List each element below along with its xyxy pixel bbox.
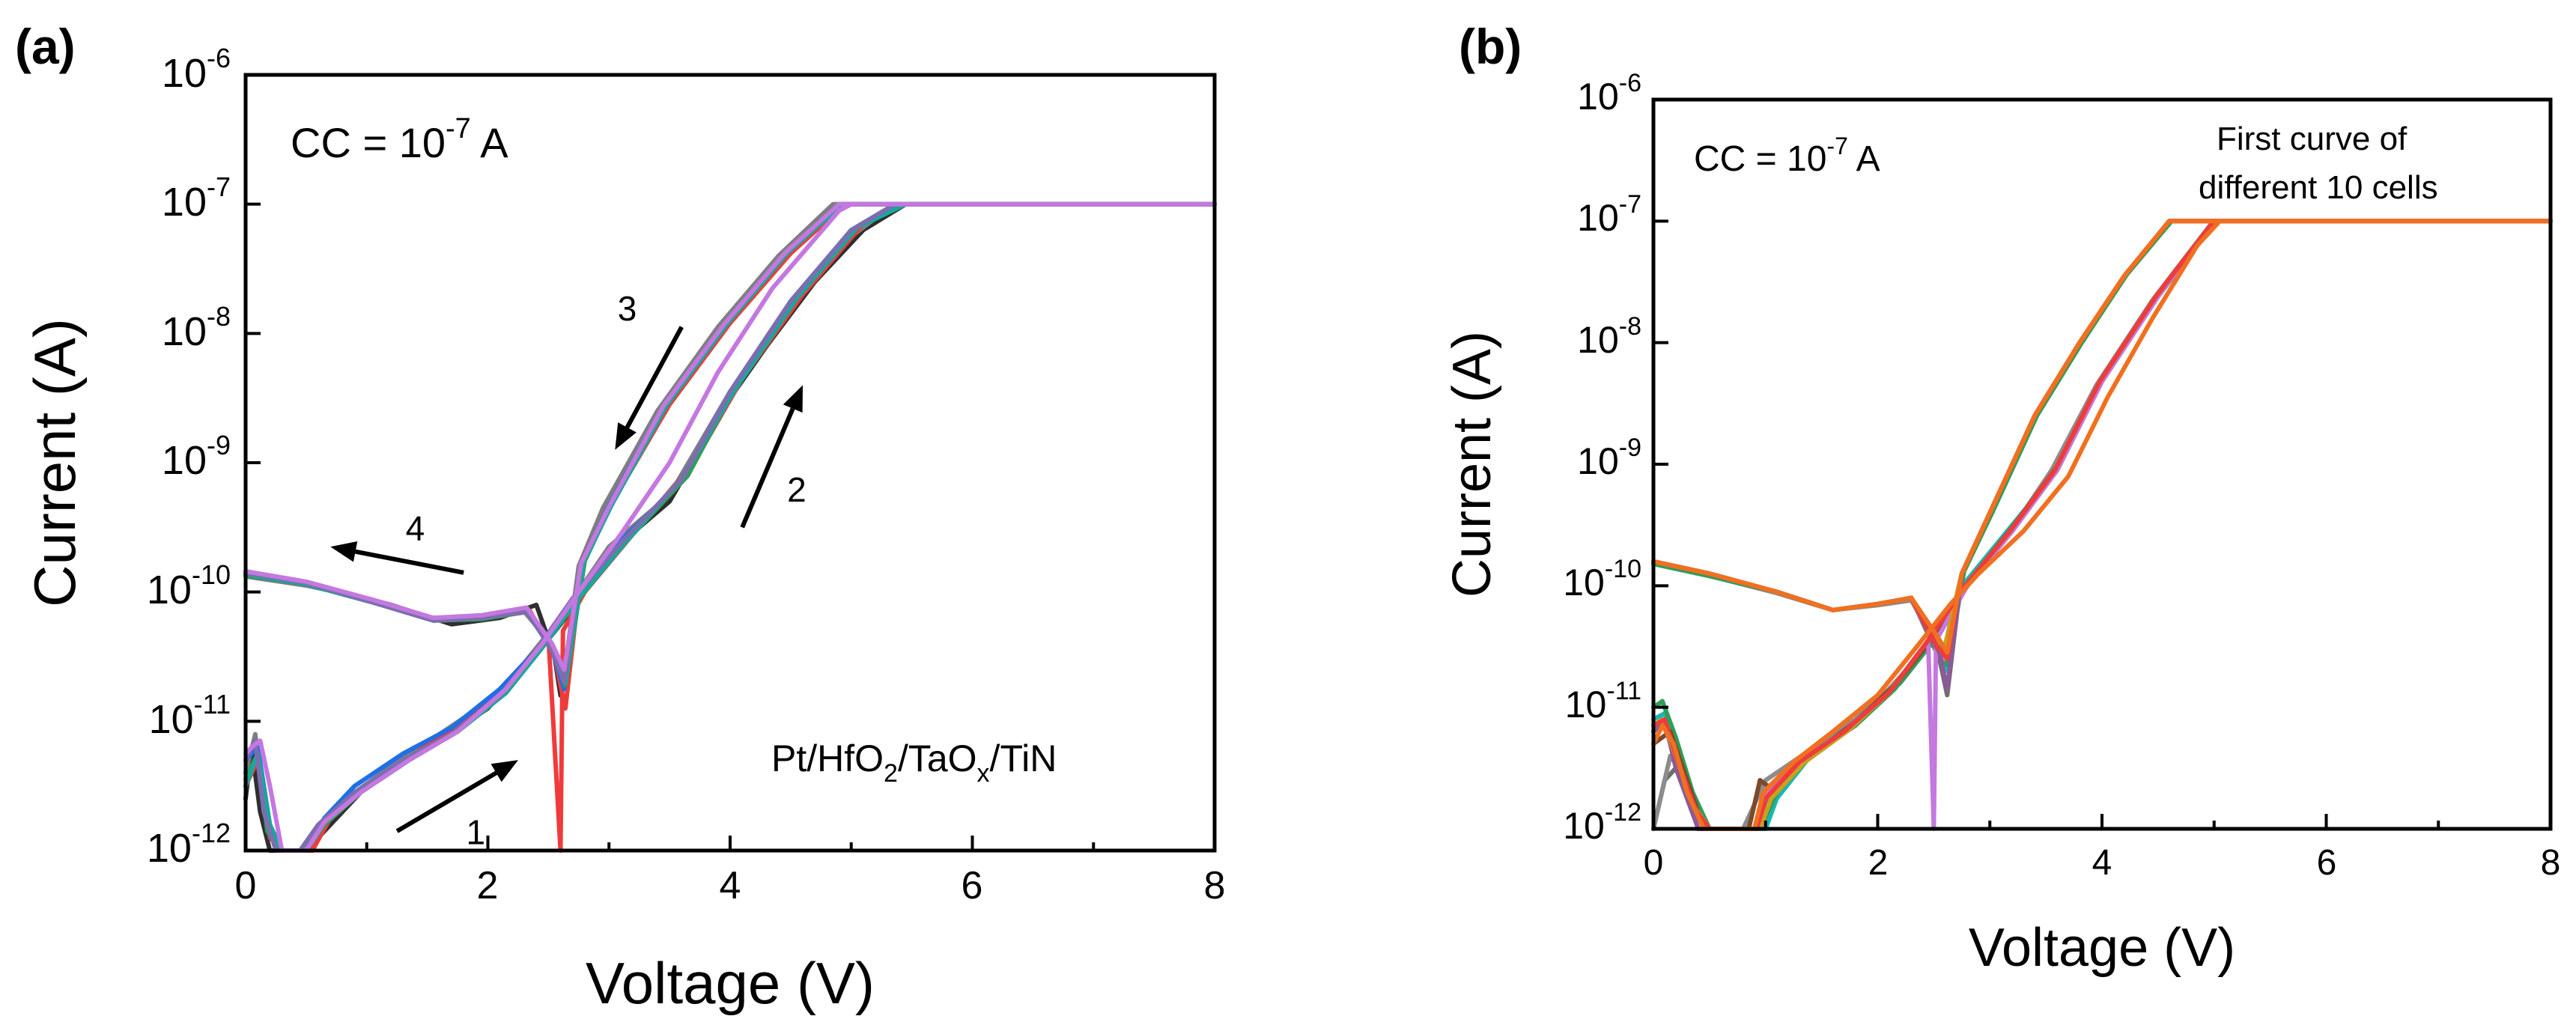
arrow-head-4 <box>330 541 358 562</box>
panel-a: (a) 10-12 10-11 10-10 10-9 10-8 10-7 10-… <box>15 19 1225 1016</box>
ytick-a-1: 10-7 <box>162 171 231 225</box>
panel-label-b: (b) <box>1459 19 1522 74</box>
arrow-label-2: 2 <box>787 470 806 509</box>
ytick-a-5: 10-11 <box>149 689 231 742</box>
arrow-shaft-3 <box>625 326 684 429</box>
series-lines-a <box>243 201 1217 853</box>
xtick-a-4: 8 <box>1204 864 1226 907</box>
ytick-a-4: 10-10 <box>147 559 231 612</box>
xtick-b-4: 8 <box>2541 843 2561 883</box>
panel-b: (b) 10-12 10-11 10-10 10-9 10-8 10-7 10-… <box>1442 19 2560 978</box>
xtick-b-3: 6 <box>2317 843 2337 883</box>
series-line-sweep-4 <box>243 201 1217 853</box>
arrow-head-2 <box>783 385 804 413</box>
series-lines-b <box>1651 219 2553 831</box>
sweep-arrows-a: 1 2 3 4 <box>330 289 806 851</box>
series-line-sweep-7 <box>243 201 1217 853</box>
arrow-shaft-4 <box>355 549 464 575</box>
xtick-a-3: 6 <box>962 864 983 907</box>
ytick-b-5: 10-11 <box>1565 677 1641 726</box>
x-axis-label-a: Voltage (V) <box>586 950 875 1016</box>
compliance-annotation-b: CC = 10-7 A <box>1694 133 1880 179</box>
xtick-b-1: 2 <box>1868 843 1889 883</box>
y-axis-label-b: Current (A) <box>1442 331 1502 597</box>
series-line-sweep-8 <box>243 201 1217 853</box>
ytick-a-3: 10-9 <box>162 430 231 483</box>
ytick-a-6: 10-12 <box>147 818 231 871</box>
ytick-b-0: 10-6 <box>1577 69 1641 118</box>
note-line-2: different 10 cells <box>2199 169 2438 206</box>
arrow-shaft-2 <box>740 407 795 529</box>
arrow-label-4: 4 <box>406 509 425 548</box>
ytick-a-0: 10-6 <box>162 43 231 96</box>
series-line-sweep-1 <box>243 201 1217 853</box>
arrow-shaft-1 <box>395 770 498 833</box>
xtick-a-1: 2 <box>477 864 499 907</box>
xtick-b-0: 0 <box>1644 843 1664 883</box>
arrow-label-3: 3 <box>618 289 637 328</box>
ytick-b-6: 10-12 <box>1563 798 1641 847</box>
xtick-b-2: 4 <box>2092 843 2112 883</box>
arrow-head-1 <box>490 760 518 782</box>
xtick-a-2: 4 <box>720 864 741 907</box>
arrow-label-1: 1 <box>467 812 486 851</box>
series-line-cell-10 <box>1651 219 2553 831</box>
plot-frame-b <box>1651 97 2553 831</box>
series-line-sweep-3 <box>243 201 1217 853</box>
ytick-b-3: 10-9 <box>1577 434 1641 482</box>
panel-label-a: (a) <box>15 19 76 74</box>
arrow-head-3 <box>615 422 637 450</box>
ytick-a-2: 10-8 <box>162 301 231 354</box>
x-axis-label-b: Voltage (V) <box>1969 918 2235 978</box>
y-axis-label-a: Current (A) <box>22 318 88 607</box>
series-line-sweep-2 <box>243 201 1217 853</box>
ytick-b-2: 10-8 <box>1577 312 1641 361</box>
xtick-a-0: 0 <box>235 864 257 907</box>
plot-frame-a <box>243 73 1217 853</box>
ytick-b-1: 10-7 <box>1577 190 1641 239</box>
ytick-b-4: 10-10 <box>1563 555 1641 603</box>
series-line-sweep-5 <box>243 201 1217 853</box>
note-line-1: First curve of <box>2217 121 2408 157</box>
series-line-sweep-6 <box>243 201 1217 853</box>
ticks-a <box>244 73 1216 852</box>
ticks-b <box>1652 98 2552 830</box>
compliance-annotation-a: CC = 10-7 A <box>291 113 508 166</box>
device-stack-annotation: Pt/HfO2/TaOx/TiN <box>771 737 1057 788</box>
